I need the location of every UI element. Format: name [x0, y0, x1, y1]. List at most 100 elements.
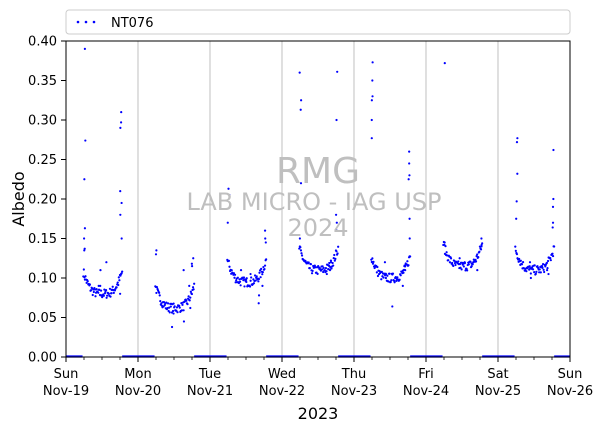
- data-point: [463, 261, 466, 264]
- legend-dot: [92, 20, 96, 24]
- data-point: [83, 249, 86, 252]
- data-point: [300, 252, 303, 255]
- data-point: [446, 254, 449, 257]
- data-point: [383, 261, 387, 264]
- data-point: [121, 270, 124, 273]
- data-point: [476, 269, 479, 272]
- data-point: [528, 265, 531, 268]
- data-point: [173, 305, 176, 308]
- data-point: [466, 269, 469, 272]
- y-tick-label: 0.00: [28, 351, 57, 366]
- data-point: [553, 245, 556, 248]
- data-point: [120, 111, 123, 114]
- y-tick-label: 0.20: [28, 193, 57, 208]
- data-point: [551, 226, 554, 229]
- data-point: [318, 266, 321, 270]
- data-point: [529, 272, 532, 275]
- data-point: [181, 303, 184, 306]
- data-point: [84, 139, 87, 142]
- data-point: [102, 294, 105, 297]
- data-point: [515, 217, 518, 220]
- data-point: [108, 287, 112, 290]
- data-point: [408, 237, 411, 240]
- data-point: [408, 217, 411, 220]
- data-point: [514, 249, 517, 252]
- data-point: [332, 264, 335, 267]
- data-point: [541, 262, 545, 266]
- data-point: [334, 257, 337, 260]
- data-point: [245, 280, 248, 284]
- data-point: [95, 288, 98, 291]
- data-point: [520, 263, 524, 266]
- data-point: [371, 79, 374, 82]
- data-point: [384, 276, 388, 280]
- data-point: [232, 272, 236, 275]
- data-point: [230, 269, 233, 272]
- data-point: [299, 182, 303, 185]
- data-point: [469, 260, 472, 263]
- data-point: [534, 272, 537, 275]
- data-point: [228, 265, 231, 268]
- data-point: [552, 148, 555, 152]
- data-point: [399, 274, 402, 277]
- data-point: [298, 237, 301, 240]
- data-point: [515, 253, 519, 256]
- data-point: [83, 178, 86, 181]
- data-point: [110, 292, 113, 295]
- data-point: [176, 311, 179, 314]
- data-point: [300, 254, 304, 257]
- data-point: [111, 285, 114, 288]
- data-point: [255, 275, 258, 278]
- data-point: [188, 299, 191, 302]
- data-point: [538, 271, 541, 274]
- data-point: [171, 309, 175, 313]
- data-point: [311, 269, 314, 273]
- data-point: [478, 250, 481, 253]
- data-point: [192, 257, 195, 260]
- data-point: [443, 62, 446, 65]
- data-point: [380, 270, 383, 274]
- data-point: [299, 249, 303, 252]
- data-point: [521, 260, 525, 264]
- data-point: [85, 281, 88, 284]
- data-point: [120, 237, 123, 240]
- data-point: [309, 263, 313, 266]
- data-point: [264, 241, 267, 244]
- data-point: [242, 279, 245, 282]
- data-point: [523, 267, 526, 270]
- data-point: [444, 245, 447, 248]
- data-point: [234, 281, 237, 284]
- data-point: [408, 162, 411, 165]
- x-tick-label-day: Sat: [487, 367, 508, 382]
- data-point: [119, 213, 122, 216]
- data-point: [539, 271, 542, 274]
- data-point: [398, 278, 401, 281]
- data-point: [518, 257, 521, 261]
- data-point: [88, 283, 92, 286]
- data-point: [445, 251, 448, 254]
- y-tick-label: 0.05: [28, 311, 57, 326]
- data-point: [258, 271, 261, 274]
- data-point: [165, 301, 168, 304]
- data-point: [551, 205, 555, 208]
- data-point: [236, 276, 239, 279]
- data-point: [519, 259, 522, 262]
- data-point: [370, 137, 373, 140]
- data-point: [253, 274, 257, 277]
- x-tick-label-day: Sun: [54, 367, 79, 382]
- data-point: [158, 291, 161, 294]
- data-point: [238, 278, 241, 281]
- data-point: [313, 264, 316, 267]
- x-tick-label-day: Fri: [418, 367, 434, 382]
- data-point: [307, 261, 310, 264]
- data-point: [227, 187, 230, 190]
- data-point: [186, 303, 189, 306]
- data-point: [238, 280, 242, 283]
- y-axis: 0.00 0.05 0.10 0.15 0.20 0.25 0.30 0.35 0.40: [28, 35, 66, 366]
- data-point: [382, 276, 385, 279]
- data-point: [248, 285, 252, 288]
- data-point: [94, 295, 97, 298]
- data-point: [394, 275, 397, 279]
- legend-marker: [76, 20, 96, 24]
- data-point: [371, 61, 374, 64]
